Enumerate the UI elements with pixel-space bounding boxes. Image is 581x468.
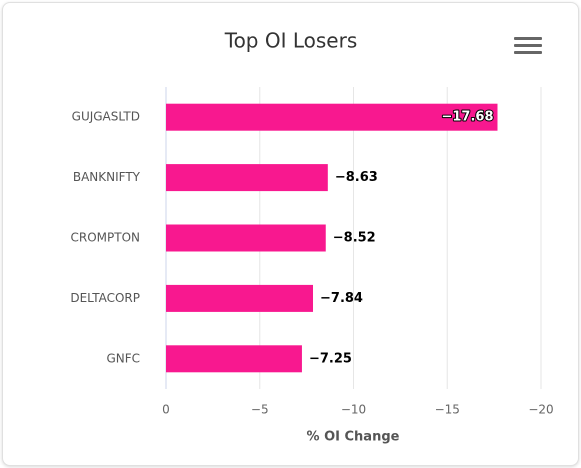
data-label: −8.63 [335, 170, 378, 185]
chart-title: Top OI Losers [224, 29, 358, 53]
menu-line [514, 37, 542, 40]
y-tick-label: GNFC [106, 351, 140, 365]
menu-line [514, 51, 542, 54]
x-tick-label: −5 [251, 403, 269, 417]
y-tick-label: GUJGASLTD [72, 110, 140, 124]
y-tick-label: DELTACORP [70, 291, 140, 305]
bar [166, 103, 498, 131]
bar [166, 284, 313, 312]
menu-button[interactable] [514, 37, 542, 54]
bar [166, 345, 302, 373]
y-tick-label: CROMPTON [70, 231, 140, 245]
x-tick-label: 0 [162, 403, 170, 417]
data-label: −7.84 [320, 291, 363, 306]
x-tick-label: −20 [528, 403, 553, 417]
menu-line [514, 44, 542, 47]
x-tick-label: −10 [341, 403, 366, 417]
data-label: −17.68 [441, 110, 493, 125]
bar [166, 164, 328, 192]
x-axis-title: % OI Change [307, 430, 400, 445]
bar [166, 224, 326, 252]
y-tick-label: BANKNIFTY [73, 170, 141, 184]
data-label: −7.25 [309, 351, 352, 366]
x-tick-label: −15 [435, 403, 460, 417]
data-label: −8.52 [333, 231, 376, 246]
